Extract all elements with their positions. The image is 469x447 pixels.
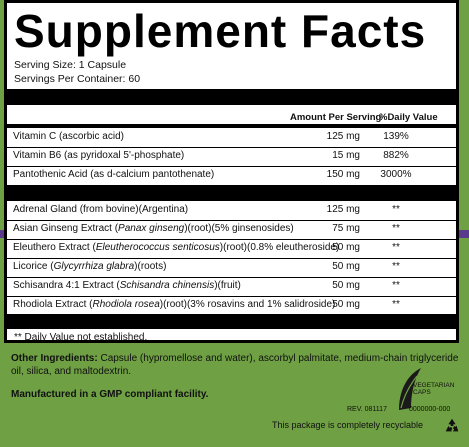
nutrient-row: Vitamin C (ascorbic acid) 125 mg 139% — [13, 131, 453, 147]
herbal-dv: ** — [392, 204, 400, 215]
supplement-facts-panel: Supplement Facts Serving Size: 1 Capsule… — [4, 0, 459, 343]
gmp-statement: Manufactured in a GMP compliant facility… — [11, 389, 209, 400]
nutrient-row: Vitamin B6 (as pyridoxal 5'-phosphate) 1… — [13, 150, 453, 166]
nutrient-name: Pantothenic Acid (as d-calcium pantothen… — [13, 169, 215, 180]
row-rule — [7, 296, 456, 297]
herbal-row: Adrenal Gland (from bovine)(Argentina) 1… — [13, 204, 453, 220]
herbal-name: Eleuthero Extract (Eleutherococcus senti… — [13, 242, 340, 253]
herbal-dv: ** — [392, 261, 400, 272]
other-ingredients-label: Other Ingredients: — [11, 353, 98, 364]
herbal-amount: 75 mg — [332, 223, 360, 234]
herbal-row: Licorice (Glycyrrhiza glabra)(roots) 50 … — [13, 261, 453, 277]
row-rule — [7, 166, 456, 167]
herbal-name: Adrenal Gland (from bovine)(Argentina) — [13, 204, 189, 215]
herbal-amount: 50 mg — [332, 261, 360, 272]
divider-bar — [7, 124, 456, 128]
other-ingredients-text: Capsule (hypromellose and water), ascorb… — [11, 353, 459, 377]
herbal-row: Asian Ginseng Extract (Panax ginseng)(ro… — [13, 223, 453, 239]
divider-bar — [7, 185, 456, 201]
herbal-dv: ** — [392, 223, 400, 234]
herbal-row: Eleuthero Extract (Eleutherococcus senti… — [13, 242, 453, 258]
footnote: ** Daily Value not established. — [14, 332, 148, 343]
row-rule — [7, 220, 456, 221]
herbal-row: Rhodiola Extract (Rhodiola rosea)(root)(… — [13, 299, 453, 315]
other-ingredients: Other Ingredients: Capsule (hypromellose… — [11, 352, 461, 378]
herbal-amount: 125 mg — [326, 204, 360, 215]
herbal-dv: ** — [392, 299, 400, 310]
herbal-name: Rhodiola Extract (Rhodiola rosea)(root)(… — [13, 299, 336, 310]
herbal-dv: ** — [392, 242, 400, 253]
amount-header: Amount Per Serving — [290, 112, 382, 123]
herbal-amount: 50 mg — [332, 242, 360, 253]
nutrient-row: Pantothenic Acid (as d-calcium pantothen… — [13, 169, 453, 185]
herbal-name: Asian Ginseng Extract (Panax ginseng)(ro… — [13, 223, 294, 234]
nutrient-dv: 882% — [383, 150, 409, 161]
nutrient-amount: 150 mg — [326, 169, 360, 180]
nutrient-amount: 125 mg — [326, 131, 360, 142]
panel-title: Supplement Facts — [14, 5, 427, 57]
herbal-amount: 50 mg — [332, 280, 360, 291]
row-rule — [7, 258, 456, 259]
divider-bar — [7, 314, 456, 329]
row-rule — [7, 239, 456, 240]
row-rule — [7, 277, 456, 278]
herbal-amount: 50 mg — [332, 299, 360, 310]
vegetarian-caps-label: VEGETARIAN CAPS — [413, 382, 455, 396]
herbal-name: Schisandra 4:1 Extract (Schisandra chine… — [13, 280, 241, 291]
recycle-icon — [445, 418, 459, 432]
dv-header: %Daily Value — [379, 112, 438, 123]
nutrient-dv: 139% — [383, 131, 409, 142]
nutrient-name: Vitamin C (ascorbic acid) — [13, 131, 124, 142]
nutrient-name: Vitamin B6 (as pyridoxal 5'-phosphate) — [13, 150, 185, 161]
revision-code: REV. 081117 — [347, 406, 387, 413]
product-code: 0000000-000 — [409, 406, 451, 413]
serving-size: Serving Size: 1 Capsule — [14, 59, 127, 71]
recyclable-note: This package is completely recyclable — [272, 420, 424, 430]
nutrient-amount: 15 mg — [332, 150, 360, 161]
herbal-name: Licorice (Glycyrrhiza glabra)(roots) — [13, 261, 167, 272]
nutrient-dv: 3000% — [380, 169, 412, 180]
herbal-row: Schisandra 4:1 Extract (Schisandra chine… — [13, 280, 453, 296]
herbal-dv: ** — [392, 280, 400, 291]
row-rule — [7, 147, 456, 148]
servings-per-container: Servings Per Container: 60 — [14, 73, 141, 85]
divider-bar — [7, 89, 456, 105]
leaf-icon — [399, 368, 421, 410]
